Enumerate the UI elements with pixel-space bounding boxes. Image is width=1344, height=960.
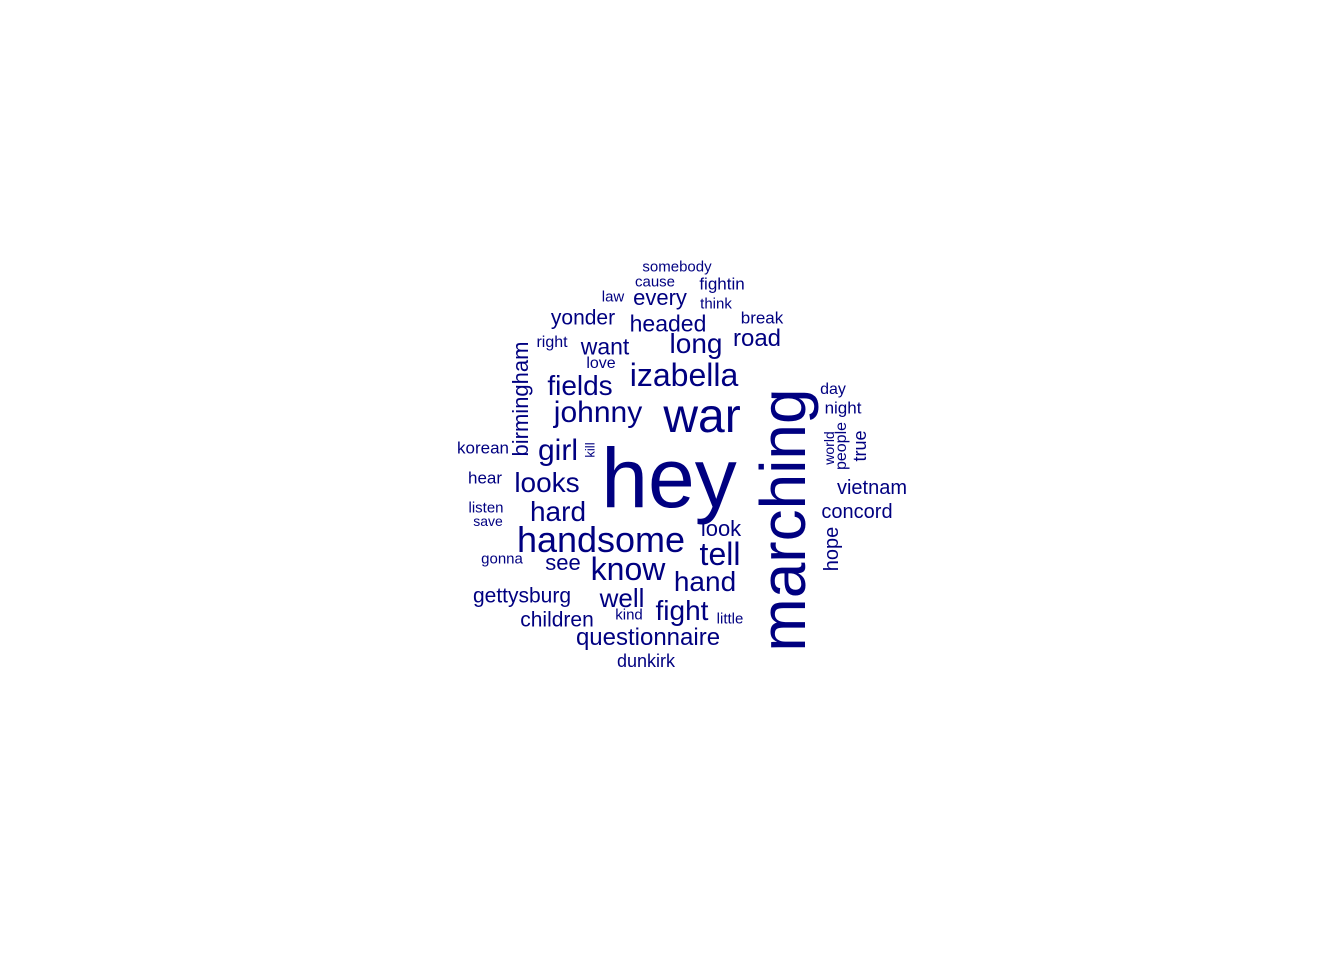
word-love: love — [586, 355, 616, 372]
word-hey: hey — [601, 431, 737, 525]
word-every: every — [633, 285, 687, 310]
word-look: look — [700, 516, 742, 541]
word-road: road — [732, 325, 782, 352]
word-hand: hand — [673, 566, 737, 597]
word-girl: girl — [537, 434, 579, 467]
word-gettysburg: gettysburg — [472, 584, 572, 608]
word-questionnaire: questionnaire — [575, 624, 721, 651]
word-kind: kind — [615, 606, 643, 624]
word-hope: hope — [821, 526, 843, 572]
word-war: war — [663, 390, 741, 443]
word-think: think — [700, 295, 732, 313]
word-fight: fight — [655, 595, 709, 626]
word-fields: fields — [547, 370, 613, 401]
word-marching: marching — [747, 388, 819, 652]
word-right: right — [536, 334, 568, 351]
word-well: well — [599, 583, 645, 613]
word-yonder: yonder — [550, 306, 616, 330]
word-gonna: gonna — [481, 550, 523, 568]
word-long: long — [669, 328, 723, 359]
word-law: law — [601, 288, 625, 306]
word-headed: headed — [629, 310, 707, 337]
word-korean: korean — [457, 438, 509, 458]
word-want: want — [580, 333, 630, 360]
word-dunkirk: dunkirk — [616, 651, 676, 671]
word-break: break — [740, 308, 784, 328]
word-see: see — [545, 550, 581, 575]
word-know: know — [590, 551, 666, 587]
word-day: day — [820, 381, 846, 398]
word-world: world — [821, 431, 837, 465]
word-hard: hard — [529, 496, 587, 527]
word-night: night — [824, 398, 862, 418]
word-true: true — [850, 430, 870, 462]
word-tell: tell — [699, 536, 741, 572]
word-hear: hear — [467, 468, 503, 488]
word-somebody: somebody — [642, 258, 712, 276]
word-listen: listen — [468, 499, 504, 517]
word-cause: cause — [634, 273, 676, 291]
word-looks: looks — [514, 467, 580, 498]
word-birmingham: birmingham — [508, 341, 533, 457]
word-children: children — [520, 608, 594, 632]
word-kill: kill — [582, 442, 598, 458]
word-fightin: fightin — [699, 274, 745, 294]
word-johnny: johnny — [553, 396, 643, 429]
word-handsome: handsome — [516, 519, 686, 560]
word-concord: concord — [821, 501, 893, 523]
word-save: save — [473, 513, 503, 529]
word-izabella: izabella — [629, 357, 739, 393]
word-vietnam: vietnam — [836, 477, 908, 499]
word-little: little — [716, 610, 744, 628]
